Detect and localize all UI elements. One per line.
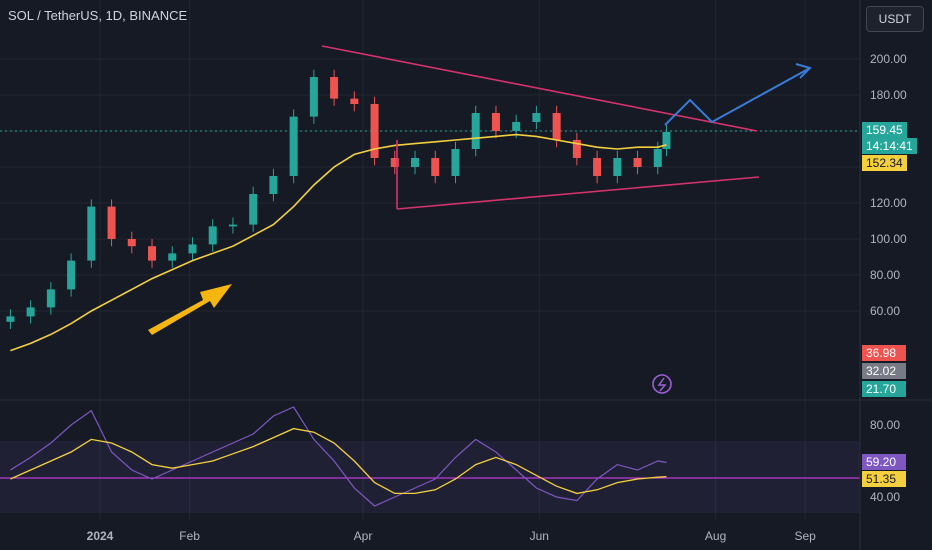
rsi-value-tag: 59.20: [862, 454, 906, 470]
candle-body: [127, 239, 136, 247]
candle-body: [370, 104, 379, 158]
volume-red-tag: 36.98: [862, 345, 906, 361]
rsi-ma-line: [10, 427, 667, 495]
rsi-line: [10, 406, 667, 507]
projection-arrowhead-icon: [795, 63, 812, 79]
symbol-title: SOL / TetherUS, 1D, BINANCE: [8, 8, 188, 23]
candle-body: [532, 113, 541, 122]
candle-body: [289, 116, 298, 176]
hint-arrow-icon: [148, 284, 232, 335]
projection-path: [664, 67, 811, 126]
candle-body: [107, 206, 116, 239]
candle-body: [572, 140, 581, 158]
candle-body: [46, 289, 55, 308]
candle-body: [87, 206, 96, 261]
candle-body: [208, 226, 217, 245]
candle-body: [552, 113, 561, 140]
price-tick-label: 120.00: [870, 196, 907, 210]
candle-body: [67, 260, 76, 290]
candle-body: [431, 158, 440, 176]
time-tick-label: Sep: [795, 529, 817, 543]
time-axis[interactable]: 2024 Feb Apr Jun Aug Sep: [87, 529, 817, 543]
price-tick-label: 60.00: [870, 304, 900, 318]
last-price-tag: 159.45: [862, 122, 907, 138]
candle-body: [653, 149, 662, 167]
time-tick-label: Apr: [354, 529, 373, 543]
candle-body: [6, 316, 15, 322]
currency-button[interactable]: USDT: [866, 6, 924, 32]
time-tick-label: Jun: [530, 529, 549, 543]
candle-body: [228, 224, 237, 227]
rsi-tick-label: 40.00: [870, 490, 900, 504]
candle-body: [26, 307, 35, 317]
time-tick-label: Aug: [705, 529, 726, 543]
lightning-icon[interactable]: [652, 374, 672, 394]
candles: [6, 69, 671, 329]
lightning-bolt-glyph: [657, 377, 667, 392]
countdown-tag: 14:14:41: [862, 138, 917, 154]
time-tick-label: Feb: [179, 529, 200, 543]
volume-gray-tag: 32.02: [862, 363, 906, 379]
candle-body: [471, 113, 480, 149]
price-tick-label: 200.00: [870, 52, 907, 66]
lower-trendline: [396, 176, 760, 210]
price-tick-label: 180.00: [870, 88, 907, 102]
moving-average-line: [10, 133, 667, 352]
candle-body: [330, 77, 339, 99]
candle-body: [188, 244, 197, 254]
candle-body: [269, 176, 278, 194]
candle-body: [491, 113, 500, 131]
candle-body: [411, 158, 420, 167]
volume-green-tag: 21.70: [862, 381, 906, 397]
upper-trendline: [321, 45, 758, 132]
candle-body: [309, 77, 318, 117]
candle-body: [512, 122, 521, 131]
candle-body: [451, 149, 460, 176]
price-tick-label: 100.00: [870, 232, 907, 246]
candle-body: [613, 158, 622, 176]
price-tick-label: 80.00: [870, 268, 900, 282]
candle-body: [633, 158, 642, 167]
rsi-tick-label: 80.00: [870, 418, 900, 432]
time-tick-label: 2024: [87, 529, 114, 543]
ma-price-tag: 152.34: [862, 155, 907, 171]
candle-body: [350, 98, 359, 104]
rsi-band: [0, 441, 860, 513]
candle-body: [249, 194, 258, 225]
rsi-ma-value-tag: 51.35: [862, 471, 906, 487]
candle-body: [662, 131, 671, 149]
candle-body: [593, 158, 602, 176]
candle-body: [148, 246, 157, 261]
candle-body: [390, 158, 399, 167]
candle-body: [168, 253, 177, 261]
